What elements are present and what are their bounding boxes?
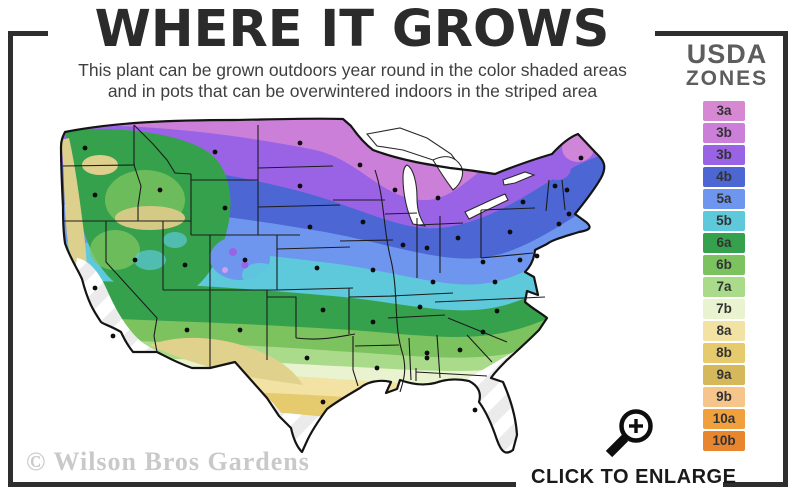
us-outline — [59, 117, 606, 454]
frame-border-top-left — [8, 31, 48, 36]
legend-title: USDA ZONES — [672, 40, 782, 90]
legend-zone-chip: 9a — [703, 365, 745, 385]
watermark: © Wilson Bros Gardens — [26, 447, 310, 476]
legend-zone-chip: 10b — [703, 431, 745, 451]
frame-border-bottom-right — [723, 482, 788, 487]
legend-zone-chip: 3b — [703, 123, 745, 143]
subtitle-line-1: This plant can be grown outdoors year ro… — [78, 60, 627, 80]
city-dots — [82, 140, 584, 413]
legend-zone-chip: 8a — [703, 321, 745, 341]
legend-zone-chip: 9b — [703, 387, 745, 407]
usda-zone-map[interactable] — [55, 110, 620, 465]
page-title: WHERE IT GROWS — [94, 0, 610, 59]
legend-title-usda: USDA — [686, 39, 768, 69]
click-to-enlarge-label[interactable]: CLICK TO ENLARGE — [531, 466, 737, 488]
legend-zone-chip: 6a — [703, 233, 745, 253]
legend-zone-chip: 8b — [703, 343, 745, 363]
frame-border-left — [8, 31, 13, 487]
legend-zone-chip: 7a — [703, 277, 745, 297]
legend-zone-chip: 5a — [703, 189, 745, 209]
frame-border-bottom-left — [8, 482, 516, 487]
legend-zone-chip: 10a — [703, 409, 745, 429]
subtitle: This plant can be grown outdoors year ro… — [0, 60, 705, 102]
legend-title-zones: ZONES — [685, 67, 769, 90]
frame-border-top-right — [655, 31, 788, 36]
legend-zones: 3a 3b 3b 4b 5a 5b 6a 6b 7a 7b 8a 8b 9a 9b 10a 10b — [703, 101, 745, 453]
legend-zone-chip: 7b — [703, 299, 745, 319]
legend-zone-chip: 6b — [703, 255, 745, 275]
great-lakes — [365, 127, 536, 227]
legend-zone-chip: 4b — [703, 167, 745, 187]
subtitle-line-2: and in pots that can be overwintered ind… — [107, 81, 598, 101]
legend-zone-chip: 3a — [703, 101, 745, 121]
frame-border-right — [783, 31, 788, 487]
legend-zone-chip: 3b — [703, 145, 745, 165]
state-borders — [62, 124, 566, 393]
magnifier-zoom-icon[interactable] — [598, 404, 660, 466]
legend-zone-chip: 5b — [703, 211, 745, 231]
